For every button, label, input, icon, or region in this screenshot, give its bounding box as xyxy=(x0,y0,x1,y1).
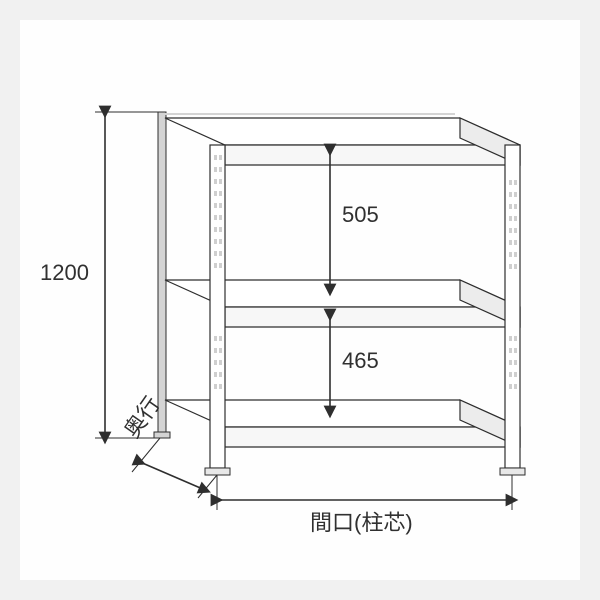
front-left-post xyxy=(210,145,225,468)
label-gap-lower: 465 xyxy=(342,348,379,374)
front-right-post xyxy=(505,145,520,468)
diagram-frame: { "diagram": { "type": "infographic", "b… xyxy=(0,0,600,600)
label-gap-upper: 505 xyxy=(342,202,379,228)
label-width: 間口(柱芯) xyxy=(310,505,413,537)
shelf-diagram xyxy=(0,0,600,600)
label-height: 1200 xyxy=(40,260,89,286)
rear-post xyxy=(158,112,166,432)
